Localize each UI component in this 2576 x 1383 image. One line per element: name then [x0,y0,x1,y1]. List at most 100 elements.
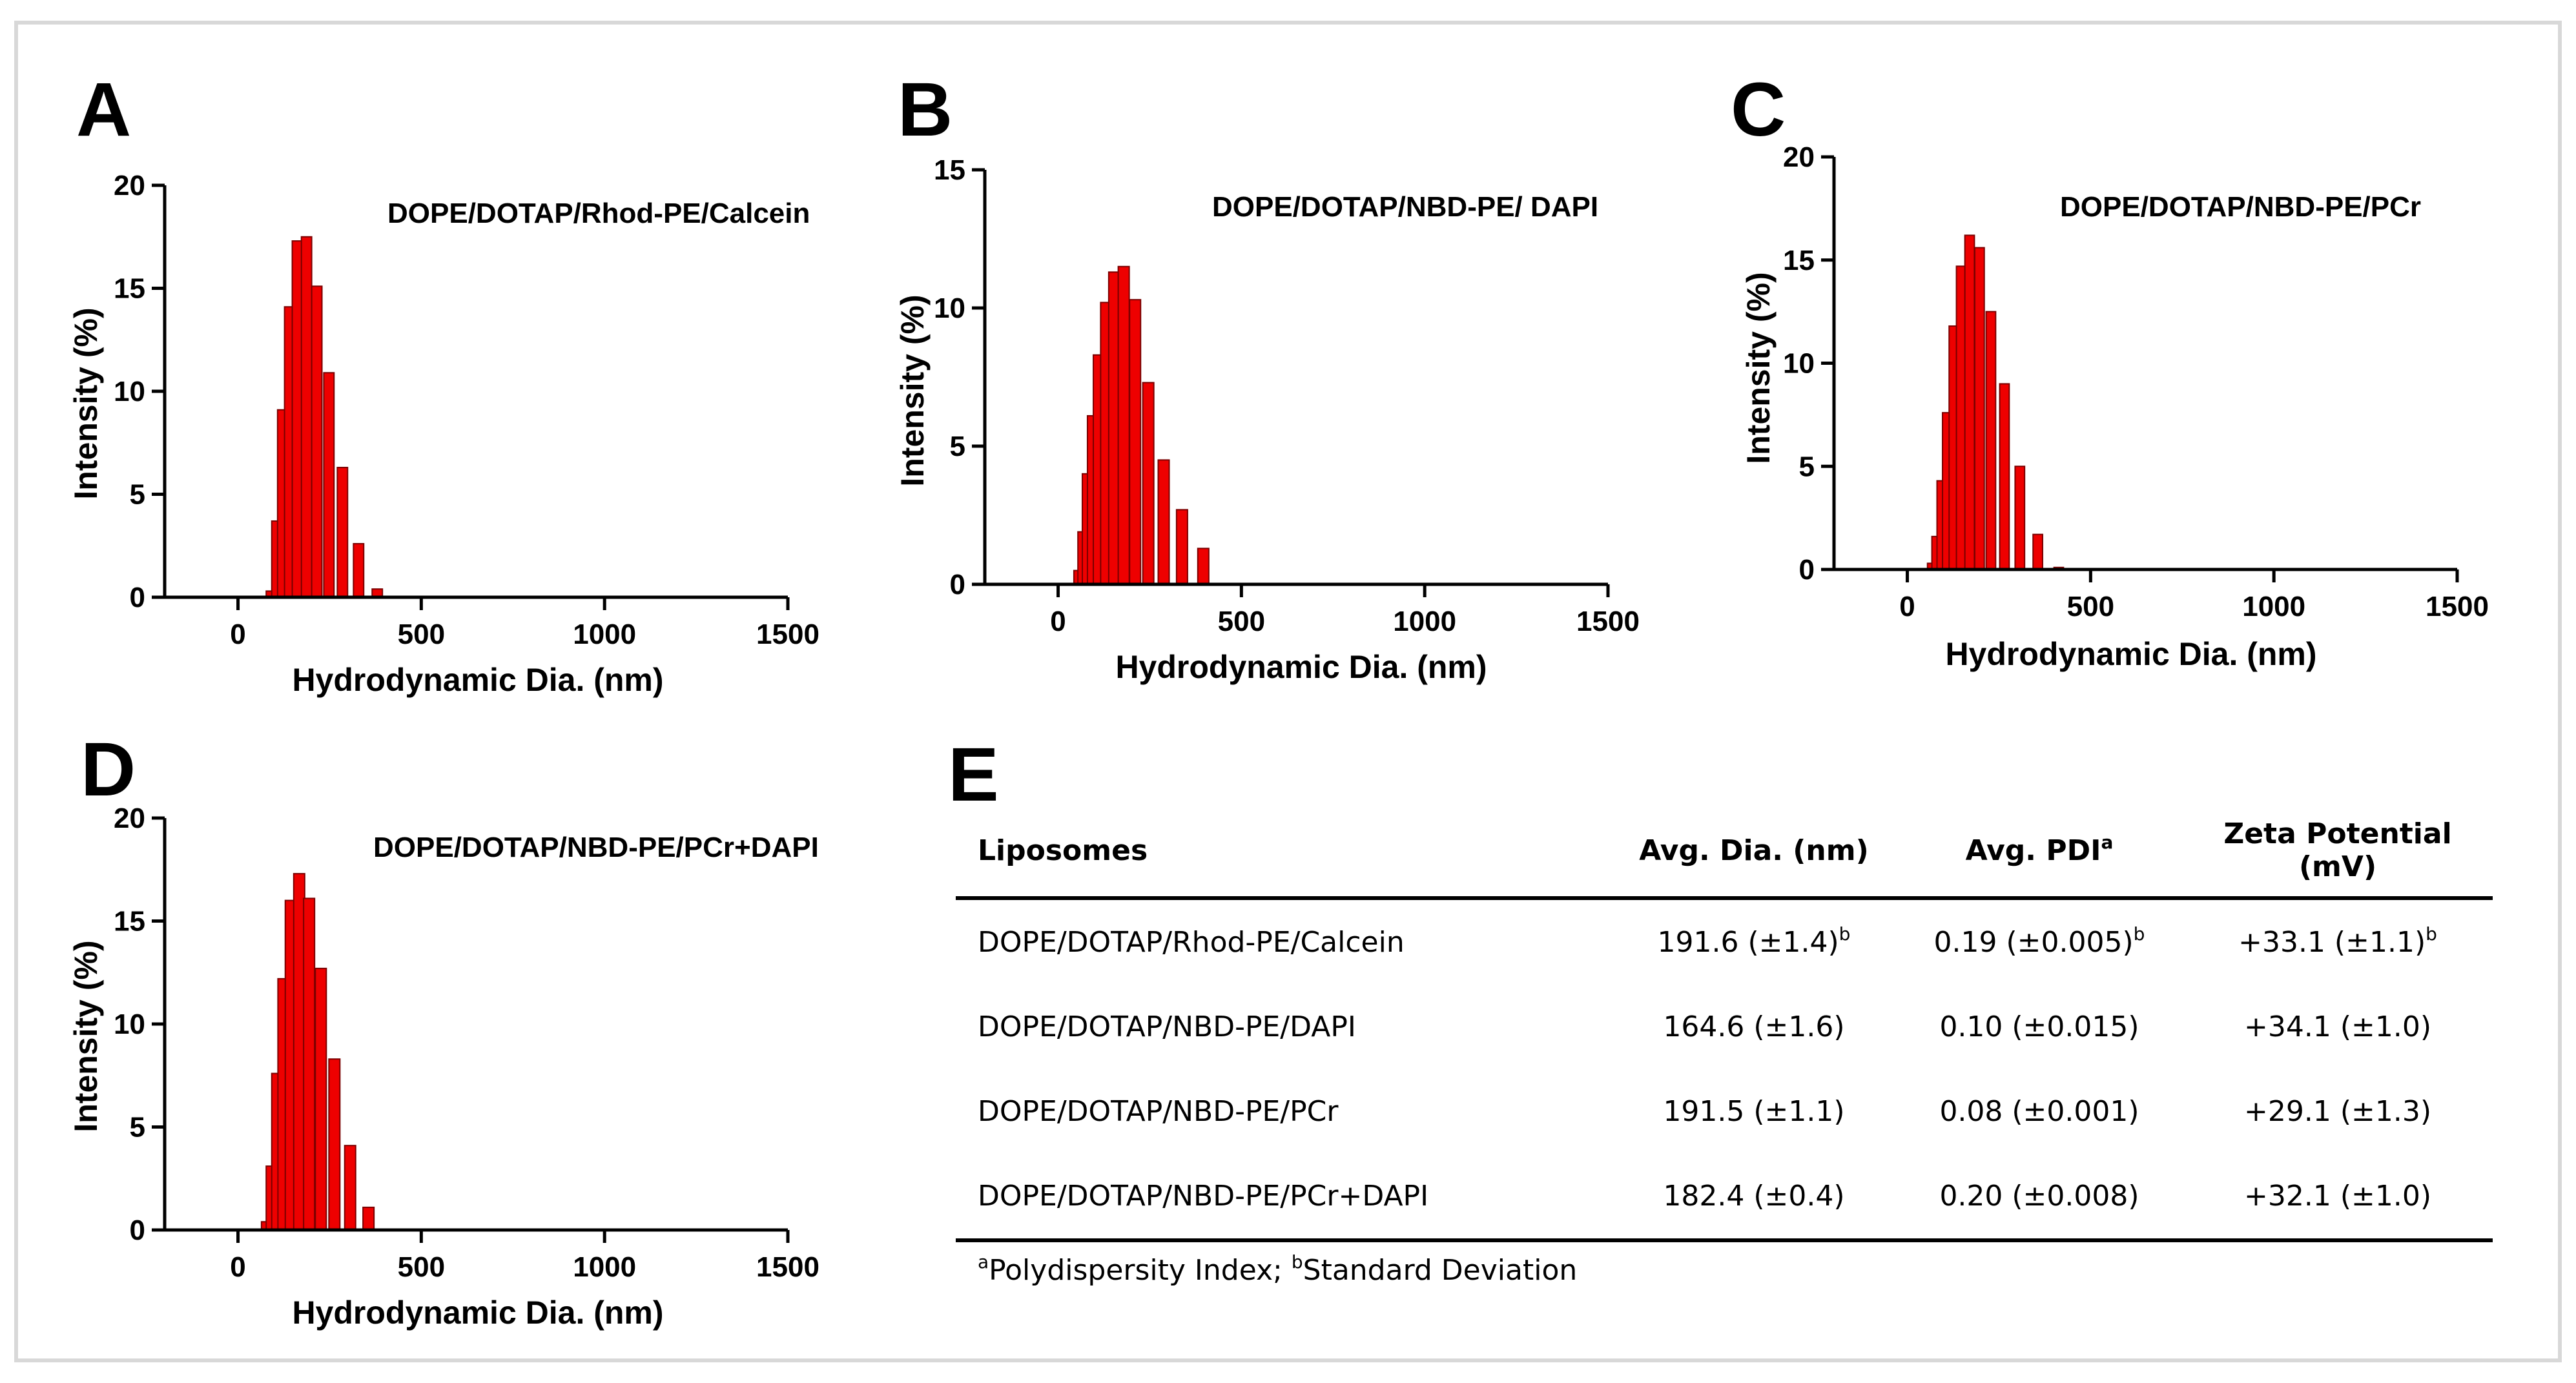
cell-avg-pdi: 0.20 (±0.008) [1896,1154,2183,1242]
cell-zeta: +32.1 (±1.0) [2183,1154,2493,1242]
histogram-bar [303,897,316,1231]
x-tick-label: 1500 [756,619,819,650]
histogram-bar [353,543,365,598]
y-axis-title: Intensity (%) [68,940,104,1132]
header-zeta: Zeta Potential (mV) [2183,801,2493,900]
cell-zeta: +29.1 (±1.3) [2244,1095,2431,1128]
table-footnote: aPolydispersity Index; bStandard Deviati… [978,1251,1578,1287]
histogram-bar [1157,459,1170,586]
y-tick-label: 15 [114,273,145,305]
x-tick-label: 1000 [2242,591,2305,622]
histogram-bar [328,1058,341,1231]
cell-zeta: +34.1 (±1.0) [2244,1010,2431,1043]
y-tick-label: 0 [950,569,965,600]
y-tick-label: 5 [950,431,965,462]
cell-avg-dia: 182.4 (±0.4) [1612,1154,1896,1242]
chart-panel-d: D DOPE/DOTAP/NBD-PE/PCr+DAPI Intensity (… [68,727,819,1331]
histogram-bar [323,372,335,598]
chart-title: DOPE/DOTAP/NBD-PE/ DAPI [1212,191,1598,223]
histogram-bar [1117,265,1130,585]
histogram-bar [314,967,327,1231]
table-row: DOPE/DOTAP/Rhod-PE/Calcein 191.6 (±1.4)b… [956,898,2493,985]
header-liposomes: Liposomes [956,801,1612,900]
cell-liposome-name: DOPE/DOTAP/NBD-PE/PCr [978,1095,1339,1128]
y-tick-label: 15 [1783,245,1815,276]
table-row: DOPE/DOTAP/NBD-PE/PCr+DAPI 182.4 (±0.4) … [956,1154,2493,1242]
histogram-bar [336,467,349,599]
x-tick-label: 1500 [756,1251,819,1283]
y-tick-label: 10 [1783,348,1815,380]
histogram-bar [300,236,313,598]
panel-letter-b: B [898,67,953,152]
panel-letter-a: A [76,67,131,152]
table-row: DOPE/DOTAP/NBD-PE/PCr 191.5 (±1.1) 0.08 … [956,1069,2493,1154]
histogram-bar [1197,548,1210,585]
x-tick-label: 0 [230,1251,245,1283]
histogram-bar [1142,382,1155,585]
x-tick-label: 1500 [1576,606,1640,637]
x-tick-label: 0 [1899,591,1915,622]
x-tick-label: 1500 [2426,591,2489,622]
x-tick-label: 0 [1050,606,1066,637]
y-axis-title: Intensity (%) [68,307,104,499]
cell-liposome-name: DOPE/DOTAP/NBD-PE/PCr+DAPI [956,1154,1612,1242]
x-tick-label: 1000 [1393,606,1456,637]
x-tick-label: 1000 [573,1251,636,1283]
histogram-bar [1175,509,1188,585]
x-axis-title: Hydrodynamic Dia. (nm) [292,662,663,698]
chart-title: DOPE/DOTAP/Rhod-PE/Calcein [387,198,810,229]
x-axis-title: Hydrodynamic Dia. (nm) [1945,636,2316,672]
y-tick-label: 5 [130,1112,145,1143]
cell-avg-pdi: 0.08 (±0.001) [1939,1095,2139,1128]
x-tick-label: 500 [2067,591,2114,622]
x-tick-label: 0 [230,619,245,650]
header-avg-dia: Avg. Dia. (nm) [1612,801,1896,900]
chart-panel-b: B DOPE/DOTAP/NBD-PE/ DAPI Intensity (%) … [894,67,1640,685]
y-tick-label: 20 [114,170,145,201]
y-tick-label: 0 [130,582,145,613]
chart-panel-a: A DOPE/DOTAP/Rhod-PE/Calcein Intensity (… [68,67,819,698]
chart-title: DOPE/DOTAP/NBD-PE/PCr [2060,191,2421,223]
cell-avg-pdi: 0.19 (±0.005)b [1933,923,2145,959]
x-tick-label: 500 [398,1251,445,1283]
y-tick-label: 5 [1799,451,1815,482]
cell-liposome-name: DOPE/DOTAP/Rhod-PE/Calcein [978,926,1405,959]
cell-avg-dia: 164.6 (±1.6) [1663,1010,1845,1043]
y-tick-label: 0 [130,1214,145,1246]
chart-title: DOPE/DOTAP/NBD-PE/PCr+DAPI [373,832,819,863]
panel-letter-c: C [1731,67,1786,152]
x-axis-title: Hydrodynamic Dia. (nm) [292,1295,663,1331]
summary-table-panel: Liposomes Avg. Dia. (nm) Avg. PDIa Zeta … [956,801,2493,1287]
y-axis-title: Intensity (%) [1740,272,1777,464]
bars [1064,265,1250,586]
histogram-bar [2014,466,2026,570]
cell-avg-dia: 191.5 (±1.1) [1663,1095,1845,1128]
histogram-bar [1964,234,1975,571]
histogram-bar [1985,311,1997,570]
y-tick-label: 10 [114,1009,145,1040]
y-tick-label: 20 [114,803,145,834]
chart-panel-c: C DOPE/DOTAP/NBD-PE/PCr Intensity (%) Hy… [1731,67,2489,672]
y-tick-label: 10 [114,376,145,407]
cell-liposome-name: DOPE/DOTAP/NBD-PE/DAPI [978,1010,1356,1043]
y-tick-label: 0 [1799,554,1815,586]
table-header-row: Liposomes Avg. Dia. (nm) Avg. PDIa Zeta … [956,801,2493,900]
x-tick-label: 500 [1218,606,1265,637]
header-avg-pdi: Avg. PDIa [1896,801,2183,900]
y-axis-title: Intensity (%) [894,294,931,486]
bars [256,236,445,599]
y-tick-label: 20 [1783,141,1815,173]
y-tick-label: 10 [934,292,965,324]
x-axis-title: Hydrodynamic Dia. (nm) [1115,649,1487,685]
histogram-bar [311,285,323,598]
liposome-properties-table: Liposomes Avg. Dia. (nm) Avg. PDIa Zeta … [956,801,2493,1242]
bars [1917,234,2081,571]
histogram-bar [1999,383,2010,570]
figure-frame [14,21,2562,1362]
histogram-bar [362,1206,375,1231]
bars [252,873,412,1231]
histogram-bar [344,1145,356,1231]
y-tick-label: 5 [130,479,145,511]
histogram-bar [2032,533,2043,570]
